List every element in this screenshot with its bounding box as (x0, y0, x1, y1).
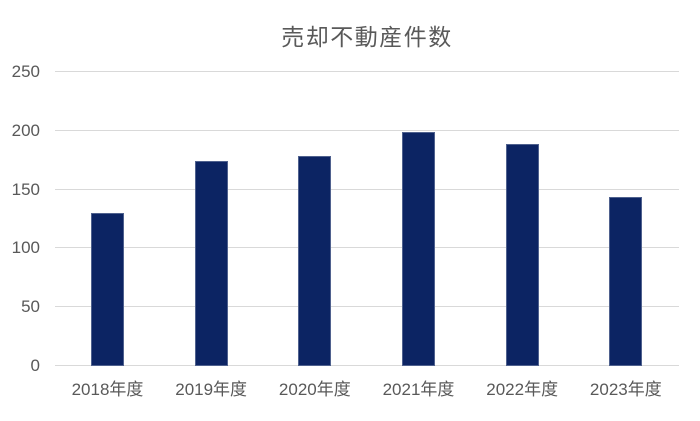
x-tick-label-2021年度: 2021年度 (382, 380, 455, 399)
gridline-50 (55, 306, 679, 308)
gridline-250 (55, 71, 679, 72)
bar-2020年度 (298, 155, 332, 366)
bar-2023年度 (609, 196, 643, 366)
y-tick-label-0: 0 (30, 356, 40, 375)
plot-area (55, 71, 679, 366)
gridline-200 (55, 129, 679, 131)
gridline-150 (55, 188, 679, 190)
y-tick-label-250: 250 (11, 62, 40, 81)
y-tick-label-150: 150 (11, 179, 40, 199)
x-tick-label-2019年度: 2019年度 (175, 380, 248, 399)
bar-2021年度 (402, 131, 435, 366)
gridline-0 (55, 365, 679, 366)
y-tick-label-100: 100 (11, 238, 40, 258)
x-tick-label-2018年度: 2018年度 (71, 380, 144, 399)
x-tick-label-2022年度: 2022年度 (486, 380, 559, 399)
bar-2022年度 (505, 143, 539, 366)
x-tick-label-2023年度: 2023年度 (589, 380, 662, 399)
y-tick-label-200: 200 (11, 120, 40, 140)
x-tick-label-2020年度: 2020年度 (278, 380, 351, 399)
bar-2019年度 (194, 161, 228, 366)
chart-title: 売却不動産件数 (281, 24, 453, 50)
gridline-100 (55, 247, 679, 249)
bar-2018年度 (91, 213, 124, 366)
y-tick-label-50: 50 (21, 297, 40, 317)
